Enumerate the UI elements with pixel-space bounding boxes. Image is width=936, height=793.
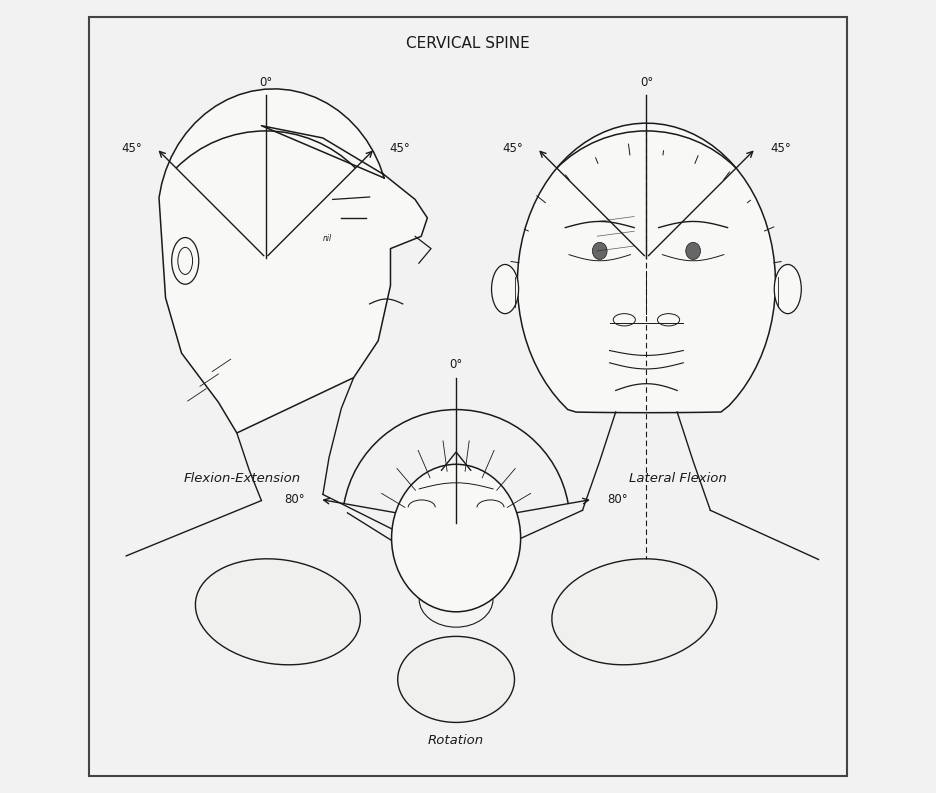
Ellipse shape: [391, 465, 520, 612]
Text: 45°: 45°: [122, 142, 142, 155]
Text: Flexion-Extension: Flexion-Extension: [183, 472, 300, 485]
Text: 80°: 80°: [285, 492, 305, 506]
Ellipse shape: [491, 265, 519, 314]
Text: 0°: 0°: [449, 358, 462, 371]
Text: 45°: 45°: [389, 142, 410, 155]
Ellipse shape: [419, 572, 493, 627]
Text: 80°: 80°: [607, 492, 628, 506]
Ellipse shape: [592, 243, 607, 259]
Ellipse shape: [398, 636, 515, 722]
Text: CERVICAL SPINE: CERVICAL SPINE: [406, 36, 530, 51]
Text: Lateral Flexion: Lateral Flexion: [629, 472, 727, 485]
Text: 0°: 0°: [640, 76, 653, 89]
Ellipse shape: [686, 243, 700, 259]
Polygon shape: [518, 123, 776, 412]
Text: 45°: 45°: [502, 142, 523, 155]
Text: 45°: 45°: [770, 142, 791, 155]
Polygon shape: [159, 89, 428, 433]
Ellipse shape: [196, 559, 360, 665]
Ellipse shape: [171, 238, 198, 284]
Text: nil: nil: [323, 234, 332, 243]
Ellipse shape: [774, 265, 801, 314]
Text: Rotation: Rotation: [428, 734, 484, 746]
Text: 0°: 0°: [259, 76, 272, 89]
Ellipse shape: [552, 559, 717, 665]
